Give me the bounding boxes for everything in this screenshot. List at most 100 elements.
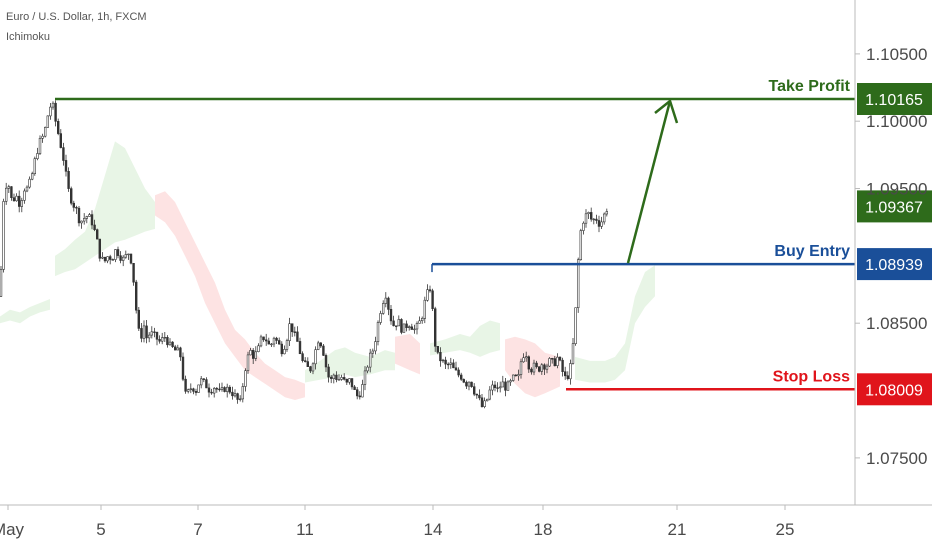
candle-body xyxy=(584,213,588,224)
candle-body xyxy=(23,190,26,201)
candle-body xyxy=(67,171,70,189)
candle-body xyxy=(25,186,29,192)
candle-body xyxy=(407,326,411,328)
candle-body xyxy=(605,211,609,215)
candle-body xyxy=(207,387,211,393)
candle-body xyxy=(252,349,255,359)
candle-body xyxy=(280,343,283,355)
candle-body xyxy=(233,393,237,397)
candle-body xyxy=(514,374,518,377)
candle-body xyxy=(345,378,348,383)
candle-body xyxy=(355,389,359,397)
candle-body xyxy=(340,377,343,380)
candles-layer xyxy=(0,100,609,409)
candle-body xyxy=(509,380,512,383)
candle-body xyxy=(366,366,369,372)
candle-body xyxy=(329,376,333,379)
candle-body xyxy=(301,353,304,362)
x-tick-label: 7 xyxy=(193,520,202,539)
candle-body xyxy=(569,363,572,380)
candle-body xyxy=(298,341,302,354)
candle-body xyxy=(397,319,400,327)
candle-body xyxy=(181,356,185,380)
candle-body xyxy=(441,359,445,362)
ichimoku-cloud-bull xyxy=(430,320,500,357)
candle-body xyxy=(140,328,143,339)
candle-body xyxy=(85,216,89,219)
candle-body xyxy=(496,387,499,389)
candle-body xyxy=(111,259,115,261)
candle-body xyxy=(28,178,31,188)
candle-body xyxy=(98,238,102,259)
candle-body xyxy=(205,379,208,389)
projection-arrow-head xyxy=(654,98,679,124)
candle-body xyxy=(93,224,96,230)
candle-body xyxy=(296,331,299,342)
candle-body xyxy=(322,345,325,356)
candle-body xyxy=(379,313,382,323)
candle-body xyxy=(361,384,364,398)
candle-body xyxy=(446,363,450,366)
candle-body xyxy=(179,347,182,358)
candle-body xyxy=(270,343,273,346)
candle-body xyxy=(38,138,42,154)
candle-body xyxy=(600,221,603,227)
candle-body xyxy=(0,269,3,297)
candle-body xyxy=(368,352,372,368)
candle-body xyxy=(267,340,270,345)
candle-body xyxy=(246,354,250,371)
candle-body xyxy=(558,356,562,361)
candle-body xyxy=(41,135,44,139)
candle-body xyxy=(467,381,471,387)
candle-body xyxy=(519,361,523,375)
candle-body xyxy=(420,318,424,321)
ichimoku-cloud-bull xyxy=(55,141,155,277)
candle-body xyxy=(168,341,172,346)
candle-body xyxy=(103,256,107,262)
candle-body xyxy=(561,359,564,373)
candle-body xyxy=(488,389,491,400)
candle-body xyxy=(5,187,8,202)
ichimoku-cloud-bull xyxy=(305,347,395,383)
candle-body xyxy=(545,365,549,370)
candle-body xyxy=(576,259,580,309)
candle-body xyxy=(129,253,133,264)
candle-body xyxy=(602,213,606,223)
candle-body xyxy=(56,121,60,134)
candle-body xyxy=(30,173,34,180)
candle-body xyxy=(556,356,559,367)
candle-body xyxy=(114,249,117,260)
candle-body xyxy=(70,188,73,204)
take-profit-badge-text: 1.10165 xyxy=(865,92,923,109)
candle-body xyxy=(465,381,468,387)
candle-body xyxy=(449,362,452,365)
candle-body xyxy=(314,349,317,365)
candle-body xyxy=(257,345,260,352)
candle-body xyxy=(7,186,11,189)
candle-body xyxy=(135,281,138,311)
candle-body xyxy=(381,303,385,314)
candle-body xyxy=(426,289,429,301)
candle-body xyxy=(571,343,575,364)
candle-body xyxy=(262,336,265,341)
candle-body xyxy=(485,398,489,402)
candle-body xyxy=(589,212,593,220)
candle-body xyxy=(527,356,531,370)
candle-body xyxy=(566,375,570,380)
candle-body xyxy=(491,384,494,391)
candle-body xyxy=(524,356,528,359)
candle-body xyxy=(72,202,76,208)
candle-body xyxy=(187,389,190,392)
current-price-badge-text: 1.09367 xyxy=(865,199,923,216)
candle-body xyxy=(277,340,281,345)
candle-body xyxy=(405,323,408,328)
candle-body xyxy=(10,186,13,199)
candle-body xyxy=(540,364,544,372)
candle-body xyxy=(543,364,546,370)
candle-body xyxy=(288,323,291,342)
x-tick-label: 11 xyxy=(296,520,314,539)
candle-body xyxy=(324,355,328,368)
take-profit-label: Take Profit xyxy=(769,78,851,95)
